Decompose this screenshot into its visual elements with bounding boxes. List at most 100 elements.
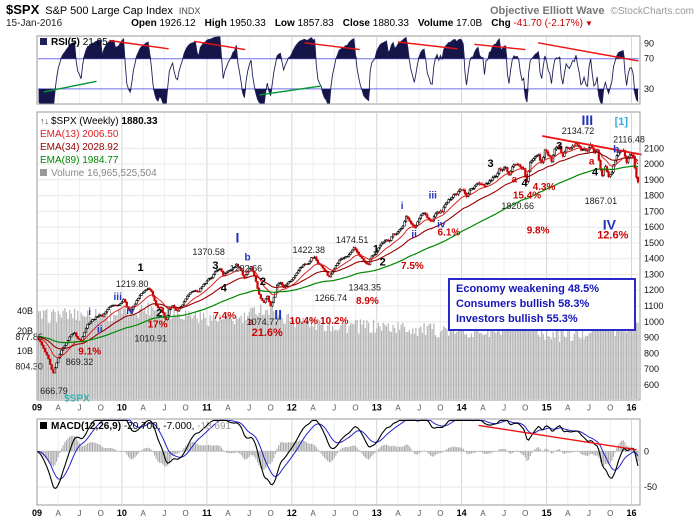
svg-text:1820.66: 1820.66 — [501, 201, 534, 211]
svg-text:[1]: [1] — [615, 116, 629, 128]
svg-text:1: 1 — [138, 262, 144, 274]
svg-text:1700: 1700 — [644, 206, 664, 216]
svg-text:J: J — [78, 509, 82, 518]
macd-histogram — [38, 435, 639, 470]
ema34-line — [37, 151, 639, 350]
svg-text:2: 2 — [260, 276, 266, 288]
volume-legend: Volume 16,965,525,504 — [40, 167, 158, 180]
volume-legend-swatch — [40, 169, 47, 176]
svg-text:11: 11 — [202, 508, 212, 518]
svg-text:i: i — [88, 307, 91, 318]
svg-text:2134.72: 2134.72 — [562, 126, 595, 136]
svg-text:A: A — [395, 509, 401, 518]
svg-text:b: b — [245, 252, 251, 263]
volume-axis-labels: 40B 20B 10B — [17, 306, 33, 356]
svg-text:4: 4 — [592, 167, 599, 179]
svg-text:O: O — [267, 404, 273, 413]
svg-text:8.9%: 8.9% — [356, 296, 379, 307]
ema34-value: 2028.92 — [82, 142, 119, 153]
main-legend-value: 1880.33 — [121, 116, 158, 127]
svg-text:O: O — [607, 509, 613, 518]
svg-text:ii: ii — [411, 230, 417, 241]
chart-header-row1: $SPX S&P 500 Large Cap Index INDX Object… — [6, 2, 694, 17]
svg-text:6.1%: 6.1% — [438, 228, 461, 239]
svg-text:A: A — [310, 509, 316, 518]
svg-text:1300: 1300 — [644, 270, 664, 280]
wave-annotations: 877.86804.30666.79$SPX869.329.1%iiiiiiiv… — [15, 112, 645, 405]
svg-text:1266.74: 1266.74 — [315, 293, 348, 303]
change-value: Chg -41.70 (-2.17%) ▼ — [491, 18, 593, 29]
rsi-trendline-red — [304, 42, 360, 51]
svg-text:a: a — [589, 157, 595, 168]
svg-text:17%: 17% — [148, 320, 168, 331]
chg-number: -41.70 (-2.17%) — [513, 18, 583, 29]
svg-text:13: 13 — [372, 403, 382, 413]
svg-text:J: J — [417, 404, 421, 413]
svg-text:O: O — [182, 404, 188, 413]
rsi-oversold-fill — [38, 88, 638, 104]
price-series-legend: ↑↓ $SPX (Weekly) 1880.33 — [40, 115, 158, 128]
svg-text:O: O — [607, 404, 613, 413]
svg-text:869.32: 869.32 — [66, 357, 94, 367]
svg-text:09: 09 — [32, 403, 42, 413]
index-name: S&P 500 Large Cap Index — [45, 5, 173, 17]
svg-text:1474.51: 1474.51 — [336, 235, 369, 245]
svg-text:3: 3 — [556, 140, 562, 152]
svg-text:IV: IV — [603, 216, 617, 232]
svg-text:A: A — [480, 509, 486, 518]
svg-text:O: O — [352, 404, 358, 413]
svg-text:1800: 1800 — [644, 191, 664, 201]
svg-text:iii: iii — [114, 292, 123, 303]
main-legend: ↑↓ $SPX (Weekly) 1880.33 EMA(13) 2006.50 … — [40, 115, 158, 180]
svg-text:a: a — [512, 175, 518, 186]
rsi-legend-value: 21.05 — [82, 37, 108, 48]
price-trendline-red — [542, 135, 642, 156]
svg-text:40B: 40B — [17, 306, 33, 316]
svg-text:20B: 20B — [17, 326, 33, 336]
rsi-legend-label: RSI(5) — [51, 37, 80, 48]
svg-text:9.1%: 9.1% — [78, 346, 101, 357]
volume-legend-label: Volume — [51, 168, 85, 179]
svg-text:10: 10 — [117, 508, 127, 518]
info-line-1: Economy weakening 48.5% — [456, 283, 600, 295]
rsi-trendline-red — [193, 40, 246, 51]
candles-icon: ↑↓ — [40, 116, 49, 126]
info-line-3: Investors bullish 55.3% — [456, 313, 578, 325]
rsi-trendline-red — [474, 43, 526, 51]
sentiment-info-box: Economy weakening 48.5% Consumers bullis… — [448, 278, 636, 331]
svg-text:J: J — [502, 404, 506, 413]
svg-text:1867.01: 1867.01 — [585, 196, 618, 206]
rsi-line — [38, 36, 639, 104]
svg-text:7.5%: 7.5% — [401, 261, 424, 272]
ema89-label: EMA(89) — [40, 155, 80, 166]
svg-text:A: A — [480, 404, 486, 413]
svg-text:1900: 1900 — [644, 175, 664, 185]
rsi-legend-swatch — [40, 38, 47, 45]
svg-text:O: O — [182, 509, 188, 518]
ema13-line — [37, 147, 639, 359]
svg-text:J: J — [587, 509, 591, 518]
open-number: 1926.12 — [159, 18, 196, 29]
svg-text:2: 2 — [380, 257, 386, 269]
close-value: Close 1880.33 — [343, 18, 409, 29]
svg-text:877.86: 877.86 — [15, 332, 43, 342]
volume-label: Volume — [417, 18, 454, 29]
svg-text:15: 15 — [542, 508, 552, 518]
svg-text:O: O — [522, 509, 528, 518]
svg-text:16: 16 — [626, 403, 636, 413]
macd-trendline-red — [478, 424, 637, 451]
macd-legend-label: MACD(12,26,9) — [51, 421, 122, 432]
svg-text:09: 09 — [32, 508, 42, 518]
volume-value: Volume 17.0B — [418, 18, 482, 29]
svg-text:J: J — [332, 404, 336, 413]
svg-text:O: O — [352, 509, 358, 518]
svg-text:J: J — [162, 404, 166, 413]
svg-text:A: A — [225, 404, 231, 413]
rsi-trendline-green — [43, 80, 97, 93]
svg-text:2100: 2100 — [644, 143, 664, 153]
ema89-value: 1984.77 — [82, 155, 119, 166]
svg-text:800: 800 — [644, 348, 659, 358]
svg-text:4: 4 — [521, 178, 528, 190]
svg-text:1010.91: 1010.91 — [135, 334, 168, 344]
